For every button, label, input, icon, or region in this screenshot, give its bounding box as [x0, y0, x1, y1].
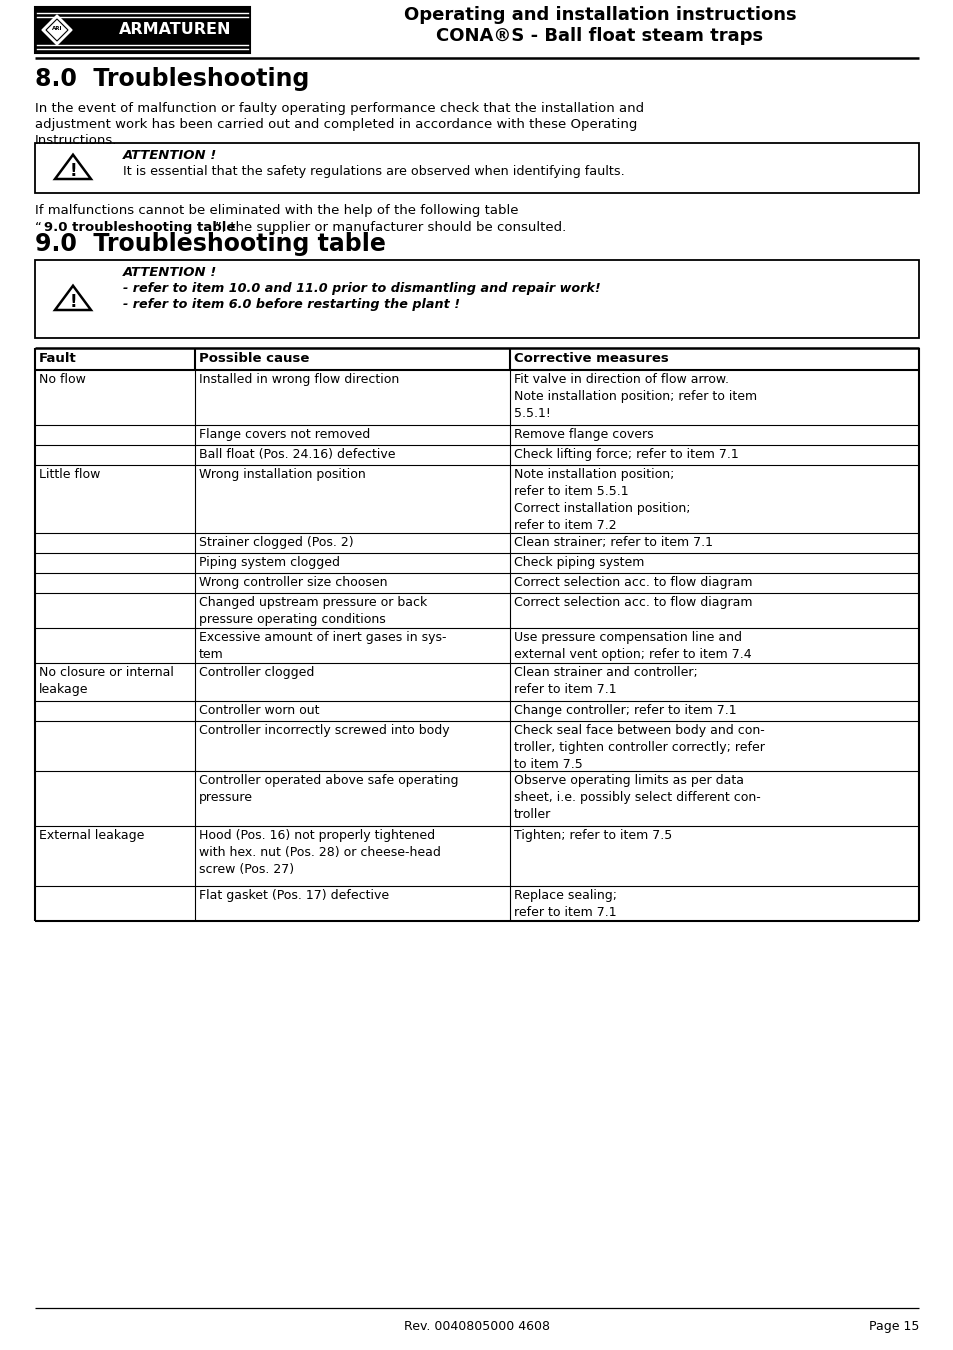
Text: Check seal face between body and con-
troller, tighten controller correctly; ref: Check seal face between body and con- tr…: [514, 724, 764, 771]
Text: Piping system clogged: Piping system clogged: [199, 556, 339, 568]
Text: Changed upstream pressure or back
pressure operating conditions: Changed upstream pressure or back pressu…: [199, 595, 427, 626]
Text: External leakage: External leakage: [39, 829, 144, 842]
Text: adjustment work has been carried out and completed in accordance with these Oper: adjustment work has been carried out and…: [35, 117, 637, 131]
Text: Correct selection acc. to flow diagram: Correct selection acc. to flow diagram: [514, 576, 752, 589]
Polygon shape: [46, 19, 68, 40]
Text: No closure or internal
leakage: No closure or internal leakage: [39, 666, 173, 697]
Text: If malfunctions cannot be eliminated with the help of the following table: If malfunctions cannot be eliminated wit…: [35, 204, 518, 217]
Text: Strainer clogged (Pos. 2): Strainer clogged (Pos. 2): [199, 536, 354, 549]
Text: ARMATUREN: ARMATUREN: [118, 23, 231, 38]
Text: Rev. 0040805000 4608: Rev. 0040805000 4608: [403, 1320, 550, 1332]
Text: - refer to item 10.0 and 11.0 prior to dismantling and repair work!: - refer to item 10.0 and 11.0 prior to d…: [123, 282, 600, 296]
Text: Controller clogged: Controller clogged: [199, 666, 314, 679]
Text: In the event of malfunction or faulty operating performance check that the insta: In the event of malfunction or faulty op…: [35, 103, 643, 115]
Text: Observe operating limits as per data
sheet, i.e. possibly select different con-
: Observe operating limits as per data she…: [514, 774, 760, 821]
Text: Instructions.: Instructions.: [35, 134, 117, 147]
Text: Remove flange covers: Remove flange covers: [514, 428, 653, 441]
Polygon shape: [42, 15, 71, 45]
Text: Check lifting force; refer to item 7.1: Check lifting force; refer to item 7.1: [514, 448, 738, 460]
Text: Flat gasket (Pos. 17) defective: Flat gasket (Pos. 17) defective: [199, 890, 389, 902]
Text: Hood (Pos. 16) not properly tightened
with hex. nut (Pos. 28) or cheese-head
scr: Hood (Pos. 16) not properly tightened wi…: [199, 829, 440, 876]
Text: Little flow: Little flow: [39, 468, 100, 481]
Text: Ball float (Pos. 24.16) defective: Ball float (Pos. 24.16) defective: [199, 448, 395, 460]
Text: !: !: [70, 162, 77, 181]
Text: Installed in wrong flow direction: Installed in wrong flow direction: [199, 373, 399, 386]
Text: Clean strainer; refer to item 7.1: Clean strainer; refer to item 7.1: [514, 536, 712, 549]
Text: Excessive amount of inert gases in sys-
tem: Excessive amount of inert gases in sys- …: [199, 630, 446, 662]
Text: 9.0 troubleshooting table: 9.0 troubleshooting table: [44, 221, 235, 234]
Text: No flow: No flow: [39, 373, 86, 386]
Text: 8.0  Troubleshooting: 8.0 Troubleshooting: [35, 68, 309, 90]
Text: Clean strainer and controller;
refer to item 7.1: Clean strainer and controller; refer to …: [514, 666, 697, 697]
Text: - refer to item 6.0 before restarting the plant !: - refer to item 6.0 before restarting th…: [123, 298, 459, 311]
Text: 9.0  Troubleshooting table: 9.0 Troubleshooting table: [35, 232, 385, 256]
Text: Possible cause: Possible cause: [199, 352, 309, 365]
Bar: [35, 261, 918, 338]
Text: Wrong installation position: Wrong installation position: [199, 468, 365, 481]
Text: Fit valve in direction of flow arrow.
Note installation position; refer to item
: Fit valve in direction of flow arrow. No…: [514, 373, 757, 420]
Text: ATTENTION !: ATTENTION !: [123, 266, 217, 279]
Text: Use pressure compensation line and
external vent option; refer to item 7.4: Use pressure compensation line and exter…: [514, 630, 751, 662]
Text: Controller worn out: Controller worn out: [199, 703, 319, 717]
Text: Wrong controller size choosen: Wrong controller size choosen: [199, 576, 387, 589]
Text: Tighten; refer to item 7.5: Tighten; refer to item 7.5: [514, 829, 672, 842]
Text: ARI: ARI: [51, 27, 62, 31]
Text: Corrective measures: Corrective measures: [514, 352, 668, 365]
Text: Fault: Fault: [39, 352, 76, 365]
Polygon shape: [55, 286, 91, 310]
Text: Check piping system: Check piping system: [514, 556, 643, 568]
Text: ATTENTION !: ATTENTION !: [123, 148, 217, 162]
Text: Note installation position;
refer to item 5.5.1
Correct installation position;
r: Note installation position; refer to ite…: [514, 468, 690, 532]
Text: It is essential that the safety regulations are observed when identifying faults: It is essential that the safety regulati…: [123, 165, 624, 178]
Text: Page 15: Page 15: [868, 1320, 918, 1332]
Text: “: “: [35, 221, 42, 234]
Text: Operating and installation instructions: Operating and installation instructions: [403, 5, 796, 24]
Polygon shape: [55, 155, 91, 180]
Text: ”, the supplier or manufacturer should be consulted.: ”, the supplier or manufacturer should b…: [214, 221, 566, 234]
Text: Correct selection acc. to flow diagram: Correct selection acc. to flow diagram: [514, 595, 752, 609]
Text: CONA®S - Ball float steam traps: CONA®S - Ball float steam traps: [436, 27, 762, 45]
Text: Controller incorrectly screwed into body: Controller incorrectly screwed into body: [199, 724, 449, 737]
Text: Change controller; refer to item 7.1: Change controller; refer to item 7.1: [514, 703, 736, 717]
Bar: [35, 143, 918, 193]
Text: Flange covers not removed: Flange covers not removed: [199, 428, 370, 441]
Text: !: !: [70, 293, 77, 312]
Bar: [35, 7, 250, 53]
Text: Replace sealing;
refer to item 7.1: Replace sealing; refer to item 7.1: [514, 890, 617, 919]
Text: Controller operated above safe operating
pressure: Controller operated above safe operating…: [199, 774, 458, 805]
